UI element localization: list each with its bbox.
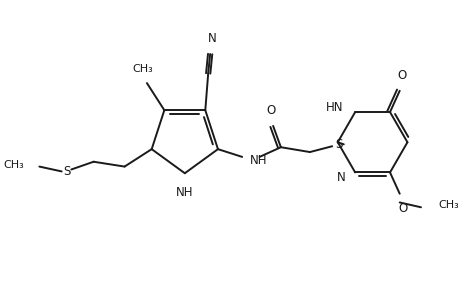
Text: N: N	[207, 32, 216, 45]
Text: NH: NH	[176, 186, 193, 199]
Text: CH₃: CH₃	[437, 200, 458, 210]
Text: CH₃: CH₃	[3, 160, 24, 170]
Text: N: N	[336, 171, 345, 184]
Text: NH: NH	[249, 154, 267, 167]
Text: O: O	[266, 104, 275, 117]
Text: S: S	[63, 165, 70, 178]
Text: HN: HN	[325, 101, 343, 114]
Text: O: O	[397, 202, 406, 215]
Text: CH₃: CH₃	[132, 64, 153, 74]
Text: S: S	[335, 138, 342, 151]
Text: O: O	[396, 69, 405, 82]
